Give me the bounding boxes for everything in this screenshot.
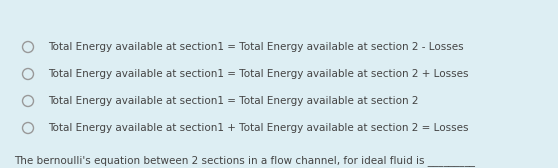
Text: Total Energy available at section1 = Total Energy available at section 2 - Losse: Total Energy available at section1 = Tot… xyxy=(48,42,464,52)
Text: Total Energy available at section1 + Total Energy available at section 2 = Losse: Total Energy available at section1 + Tot… xyxy=(48,123,469,133)
Text: Total Energy available at section1 = Total Energy available at section 2: Total Energy available at section1 = Tot… xyxy=(48,96,418,106)
Text: The bernoulli's equation between 2 sections in a flow channel, for ideal fluid i: The bernoulli's equation between 2 secti… xyxy=(14,155,475,166)
Text: Total Energy available at section1 = Total Energy available at section 2 + Losse: Total Energy available at section1 = Tot… xyxy=(48,69,469,79)
